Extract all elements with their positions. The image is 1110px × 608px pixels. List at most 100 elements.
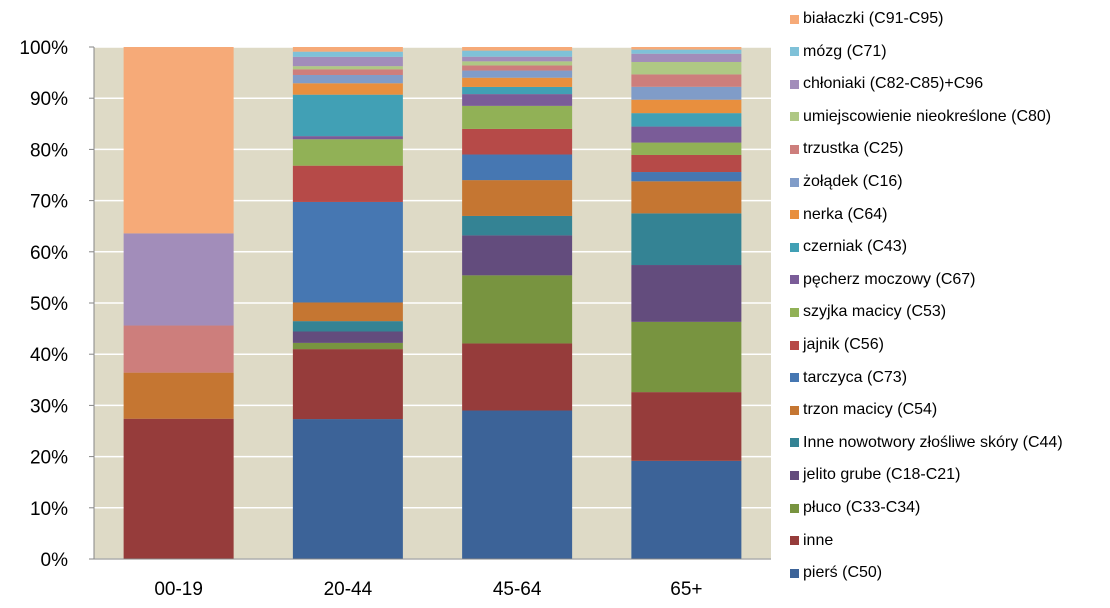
legend-label: trzustka (C25) — [803, 140, 904, 158]
legend-item: chłoniaki (C82-C85)+C96 — [790, 73, 983, 95]
legend-label: inne — [803, 531, 834, 549]
bar-segment — [631, 113, 742, 127]
bar-segment — [462, 70, 573, 78]
bar-segment — [462, 215, 573, 236]
legend-item: białaczki (C91-C95) — [790, 8, 944, 30]
bar-segment — [631, 142, 742, 155]
bar-segment — [631, 53, 742, 62]
legend-label: Inne nowotwory złośliwe skóry (C44) — [803, 433, 1063, 451]
bar-segment — [123, 372, 234, 419]
bar-segment — [462, 94, 573, 106]
legend-label: nerka (C64) — [803, 205, 888, 223]
legend-item: tarczyca (C73) — [790, 367, 907, 389]
bar-segment — [292, 302, 403, 322]
bar-segment — [631, 213, 742, 266]
bar-segment — [462, 154, 573, 181]
bar-segment — [631, 172, 742, 182]
bar-segment — [292, 51, 403, 57]
y-tick-label: 10% — [30, 499, 68, 520]
bar-segment — [631, 154, 742, 173]
legend-item: inne — [790, 530, 833, 552]
bar-segment — [631, 321, 742, 393]
bar-segment — [292, 165, 403, 202]
bar-segment — [292, 136, 403, 140]
bar-segment — [462, 65, 573, 71]
bar-segment — [123, 418, 234, 559]
y-tick-label: 60% — [30, 243, 68, 264]
legend-label: umiejscowienie nieokreślone (C80) — [803, 107, 1052, 125]
bar-segment — [292, 74, 403, 84]
bar-segment — [462, 343, 573, 411]
y-tick-label: 20% — [30, 448, 68, 469]
bar-segment — [462, 180, 573, 216]
x-axis-ticks: 00-19 20-44 45-64 65+ — [154, 579, 702, 600]
legend-item: jajnik (C56) — [790, 334, 884, 356]
legend-label: pęcherz moczowy (C67) — [803, 270, 976, 288]
bar-segment — [292, 69, 403, 75]
legend-label: trzon macicy (C54) — [803, 401, 938, 419]
legend-label: pierś (C50) — [803, 564, 883, 582]
axes — [89, 46, 771, 560]
legend-item: żołądek (C16) — [790, 171, 903, 193]
bar-segment — [292, 201, 403, 303]
x-tick-label: 45-64 — [493, 579, 542, 600]
y-tick-label: 100% — [19, 38, 68, 59]
legend-label: żołądek (C16) — [803, 173, 903, 190]
legend-swatch — [790, 177, 799, 187]
bar-segment — [123, 325, 234, 373]
legend-label: czerniak (C43) — [803, 238, 908, 256]
y-tick-label: 90% — [30, 89, 68, 110]
legend-swatch — [790, 568, 799, 578]
bar-segment — [292, 342, 403, 350]
bar-segment — [462, 50, 573, 57]
x-tick-label: 00-19 — [154, 579, 203, 600]
legend-swatch — [790, 79, 799, 89]
bar-segment — [462, 61, 573, 66]
bar-segment — [292, 321, 403, 332]
bar-segment — [292, 47, 403, 52]
legend-swatch — [790, 340, 799, 350]
legend-swatch — [790, 438, 799, 448]
bar-segment — [631, 74, 742, 87]
bar-segment — [462, 410, 573, 559]
bar-segment — [462, 235, 573, 276]
bar-segment — [462, 105, 573, 129]
y-tick-label: 50% — [30, 294, 68, 315]
legend-label: szyjka macicy (C53) — [803, 303, 947, 321]
legend-swatch — [790, 470, 799, 480]
legend-item: Inne nowotwory złośliwe skóry (C44) — [790, 432, 1063, 454]
legend-item: nerka (C64) — [790, 204, 887, 226]
x-tick-label: 65+ — [670, 579, 702, 600]
bar-segment — [292, 56, 403, 67]
bar-segment — [631, 392, 742, 461]
bar-segment — [123, 47, 234, 234]
legend-swatch — [790, 242, 799, 252]
bar-segment — [462, 56, 573, 62]
bar-segment — [462, 77, 573, 87]
legend-item: szyjka macicy (C53) — [790, 301, 946, 323]
bars — [123, 47, 742, 559]
legend-swatch — [790, 14, 799, 24]
bar-segment — [462, 128, 573, 155]
bar-segment — [631, 86, 742, 100]
bar-segment — [462, 86, 573, 95]
bar-segment — [631, 61, 742, 75]
bar-segment — [462, 47, 573, 51]
bar-segment — [631, 47, 742, 50]
legend-item: pęcherz moczowy (C67) — [790, 269, 976, 291]
bar-segment — [631, 181, 742, 214]
y-tick-label: 40% — [30, 345, 68, 366]
x-tick-label: 20-44 — [324, 579, 373, 600]
legend-item: pierś (C50) — [790, 562, 882, 584]
legend-swatch — [790, 536, 799, 546]
legend-item: płuco (C33-C34) — [790, 497, 920, 519]
y-axis-ticks: 0% 10% 20% 30% 40% 50% 60% 70% 80% 90% 100% — [19, 38, 68, 571]
legend-swatch — [790, 210, 799, 220]
legend-item: mózg (C71) — [790, 41, 887, 63]
bar-segment — [292, 83, 403, 95]
bar-segment — [292, 349, 403, 420]
bar-segment — [292, 66, 403, 70]
bar-segment — [631, 265, 742, 322]
legend-label: chłoniaki (C82-C85)+C96 — [803, 75, 984, 93]
